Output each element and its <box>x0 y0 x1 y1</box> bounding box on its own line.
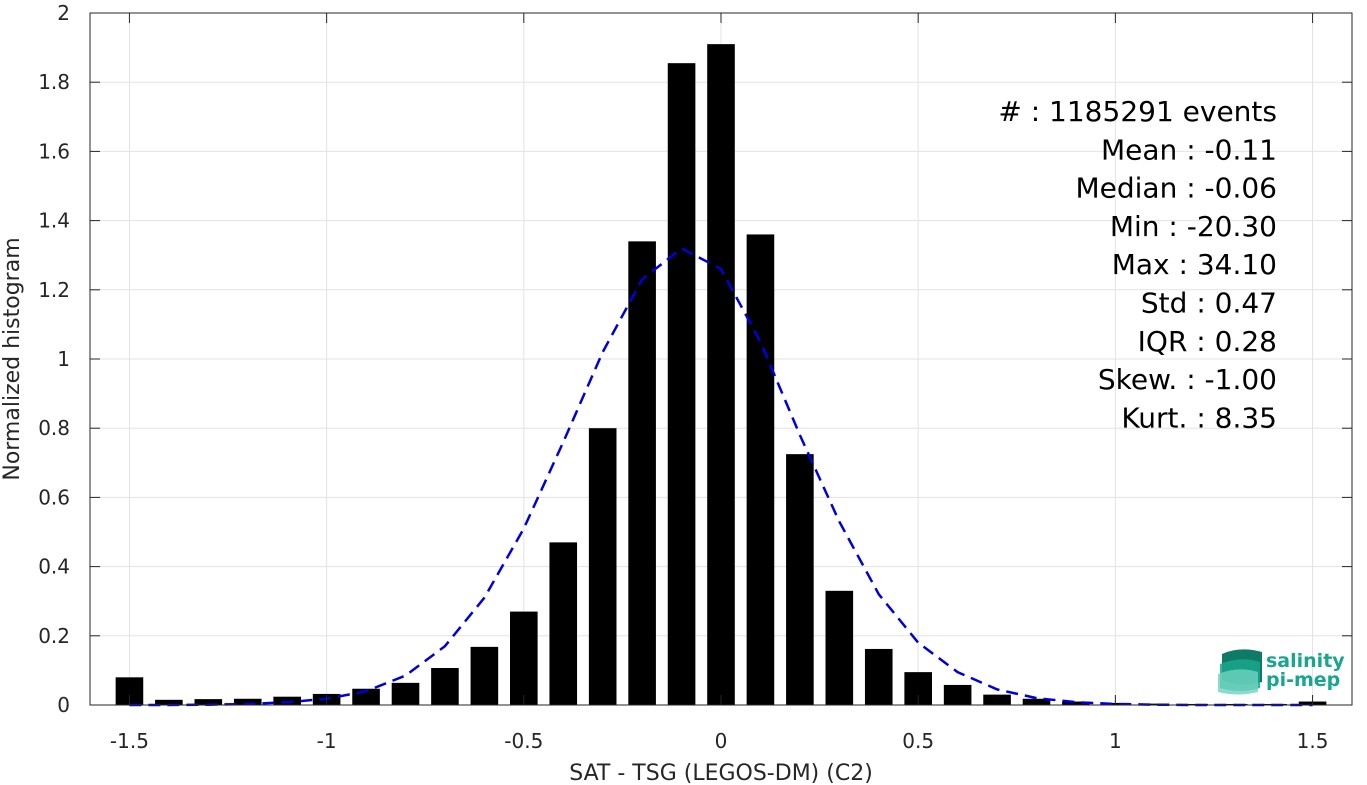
stat-line: IQR : 0.28 <box>1138 325 1277 358</box>
x-tick-label: 0.5 <box>902 729 934 753</box>
logo-line-2: pi-mep <box>1266 669 1340 691</box>
stat-line: Skew. : -1.00 <box>1098 363 1277 396</box>
histogram-bar <box>588 428 617 705</box>
x-tick-label: -1 <box>317 729 337 753</box>
stat-line: Min : -20.30 <box>1110 210 1277 243</box>
axis-ticks <box>90 12 1352 706</box>
histogram-bar <box>155 699 183 705</box>
y-tick-label: 0.6 <box>38 485 70 509</box>
y-tick-labels: 0 0.2 0.4 0.6 0.8 1 1.2 1.4 1.6 1.8 2 <box>38 1 70 717</box>
histogram-bar <box>746 234 775 705</box>
stat-line: Mean : -0.11 <box>1101 133 1277 166</box>
y-tick-label: 1.8 <box>38 70 70 94</box>
y-axis-label: Normalized histogram <box>0 237 25 480</box>
x-tick-label: -1.5 <box>110 729 149 753</box>
x-tick-label: 0 <box>715 729 728 753</box>
histogram-bar <box>825 590 854 705</box>
y-tick-label: 1.2 <box>38 278 70 302</box>
x-axis-label: SAT - TSG (LEGOS-DM) (C2) <box>569 761 873 785</box>
stat-line: Kurt. : 8.35 <box>1121 401 1277 434</box>
histogram-bar <box>1022 698 1051 705</box>
x-tick-label: 1 <box>1109 729 1122 753</box>
histogram-bar <box>549 542 578 705</box>
stat-line: Std : 0.47 <box>1141 287 1277 320</box>
histogram-bar <box>1062 701 1090 705</box>
histogram-bar <box>510 611 538 705</box>
logo-line-1: salinity <box>1266 650 1345 672</box>
histogram-bar <box>1141 703 1169 705</box>
y-tick-label: 0.4 <box>38 555 70 579</box>
histogram-bar <box>983 694 1011 705</box>
histogram-bar <box>864 648 893 705</box>
x-tick-label: -0.5 <box>504 729 543 753</box>
y-tick-label: 1 <box>57 347 70 371</box>
y-tick-label: 2 <box>57 1 70 25</box>
histogram-bar <box>943 684 972 705</box>
y-tick-label: 0.2 <box>38 624 70 648</box>
histogram-bar <box>194 699 223 705</box>
histogram-bar <box>233 698 262 705</box>
histogram-bar <box>707 44 735 705</box>
salinity-pi-mep-logo: salinity pi-mep <box>1218 649 1345 695</box>
histogram-bar <box>391 682 420 705</box>
stat-line: Max : 34.10 <box>1112 248 1277 281</box>
histogram-bar <box>667 63 696 706</box>
histogram-bar <box>470 646 499 705</box>
stat-line: # : 1185291 events <box>998 95 1277 128</box>
y-tick-label: 0 <box>57 693 70 717</box>
histogram-bar <box>273 696 301 705</box>
statistics-text: # : 1185291 events Mean : -0.11 Median : -… <box>998 95 1277 434</box>
histogram-bar <box>431 667 459 705</box>
histogram-bar <box>786 454 814 705</box>
y-tick-label: 0.8 <box>38 416 70 440</box>
y-tick-label: 1.6 <box>38 139 70 163</box>
x-tick-label: 1.5 <box>1297 729 1329 753</box>
stat-line: Median : -0.06 <box>1075 172 1277 205</box>
wave-logo-icon <box>1218 649 1262 695</box>
histogram-bar <box>1180 703 1209 705</box>
histogram-bar <box>628 241 656 706</box>
x-tick-labels: -1.5 -1 -0.5 0 0.5 1 1.5 <box>110 729 1329 753</box>
y-tick-label: 1.4 <box>38 209 70 233</box>
